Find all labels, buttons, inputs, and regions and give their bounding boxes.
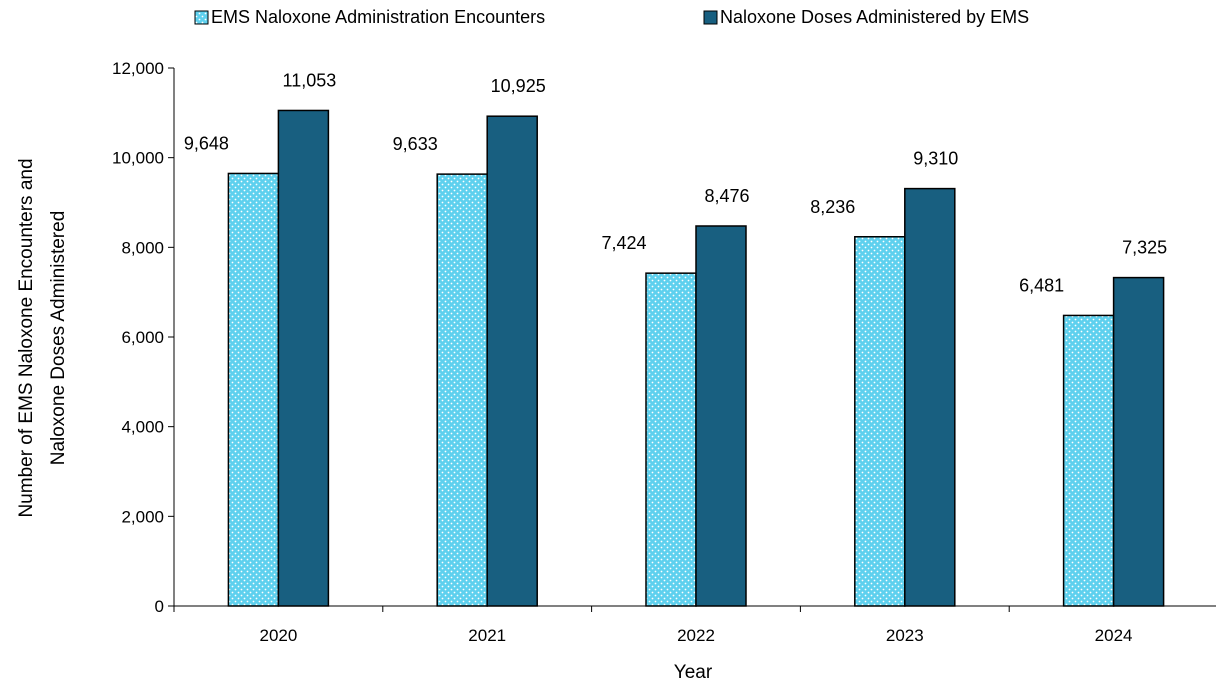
x-tick-label: 2022	[677, 626, 715, 645]
legend-swatch-series-2	[703, 10, 718, 25]
bar-series-1	[854, 236, 906, 607]
x-tick-label: 2024	[1095, 626, 1133, 645]
data-label-series-2: 10,925	[491, 76, 546, 96]
data-label-series-2: 8,476	[704, 186, 749, 206]
data-label-series-1: 9,648	[184, 133, 229, 153]
data-label-series-1: 8,236	[810, 197, 855, 217]
data-label-series-1: 9,633	[393, 134, 438, 154]
bar-series-1	[227, 172, 280, 607]
bar-series-2	[486, 115, 538, 607]
data-label-series-1: 7,424	[601, 233, 646, 253]
y-tick-label: 2,000	[121, 507, 164, 526]
legend-label-series-1: EMS Naloxone Administration Encounters	[211, 7, 545, 27]
x-axis-title: Year	[674, 662, 713, 683]
data-label-series-1: 6,481	[1019, 275, 1064, 295]
bar-series-1	[436, 173, 488, 607]
data-label-series-2: 7,325	[1122, 238, 1167, 258]
y-axis-title: Number of EMS Naloxone Encounters and Na…	[16, 158, 69, 517]
y-axis: 0 2,000 4,000 6,000 8,000 10,000 12,000	[112, 59, 175, 616]
x-axis: 2020 2021 2022 2023 2024	[173, 605, 1216, 645]
bar-series-2	[904, 187, 956, 607]
legend-swatch-series-1	[194, 10, 209, 25]
data-label-series-2: 9,310	[913, 149, 958, 169]
x-tick-label: 2021	[468, 626, 506, 645]
y-tick-label: 6,000	[121, 328, 164, 347]
bars	[227, 109, 1165, 607]
bar-series-1	[1062, 314, 1115, 607]
y-tick-label: 10,000	[112, 149, 164, 168]
x-tick-label: 2020	[259, 626, 297, 645]
bar-series-2	[277, 109, 330, 607]
data-labels: 9,648 11,053 9,633 10,925 7,424 8,476 8,236 9,3…	[184, 70, 1167, 295]
y-axis-title-line-2: Naloxone Doses Administered	[48, 211, 69, 466]
bar-series-2	[1112, 276, 1165, 607]
y-tick-label: 4,000	[121, 418, 164, 437]
x-tick-label: 2023	[886, 626, 924, 645]
y-tick-label: 8,000	[121, 238, 164, 257]
y-tick-label: 0	[155, 597, 164, 616]
bar-series-2	[695, 225, 747, 607]
legend-label-series-2: Naloxone Doses Administered by EMS	[720, 7, 1029, 27]
bar-series-1	[645, 272, 697, 607]
y-axis-title-line-1: Number of EMS Naloxone Encounters and	[16, 158, 37, 517]
legend: EMS Naloxone Administration Encounters N…	[194, 7, 1029, 27]
y-tick-label: 12,000	[112, 59, 164, 78]
data-label-series-2: 11,053	[283, 70, 337, 90]
